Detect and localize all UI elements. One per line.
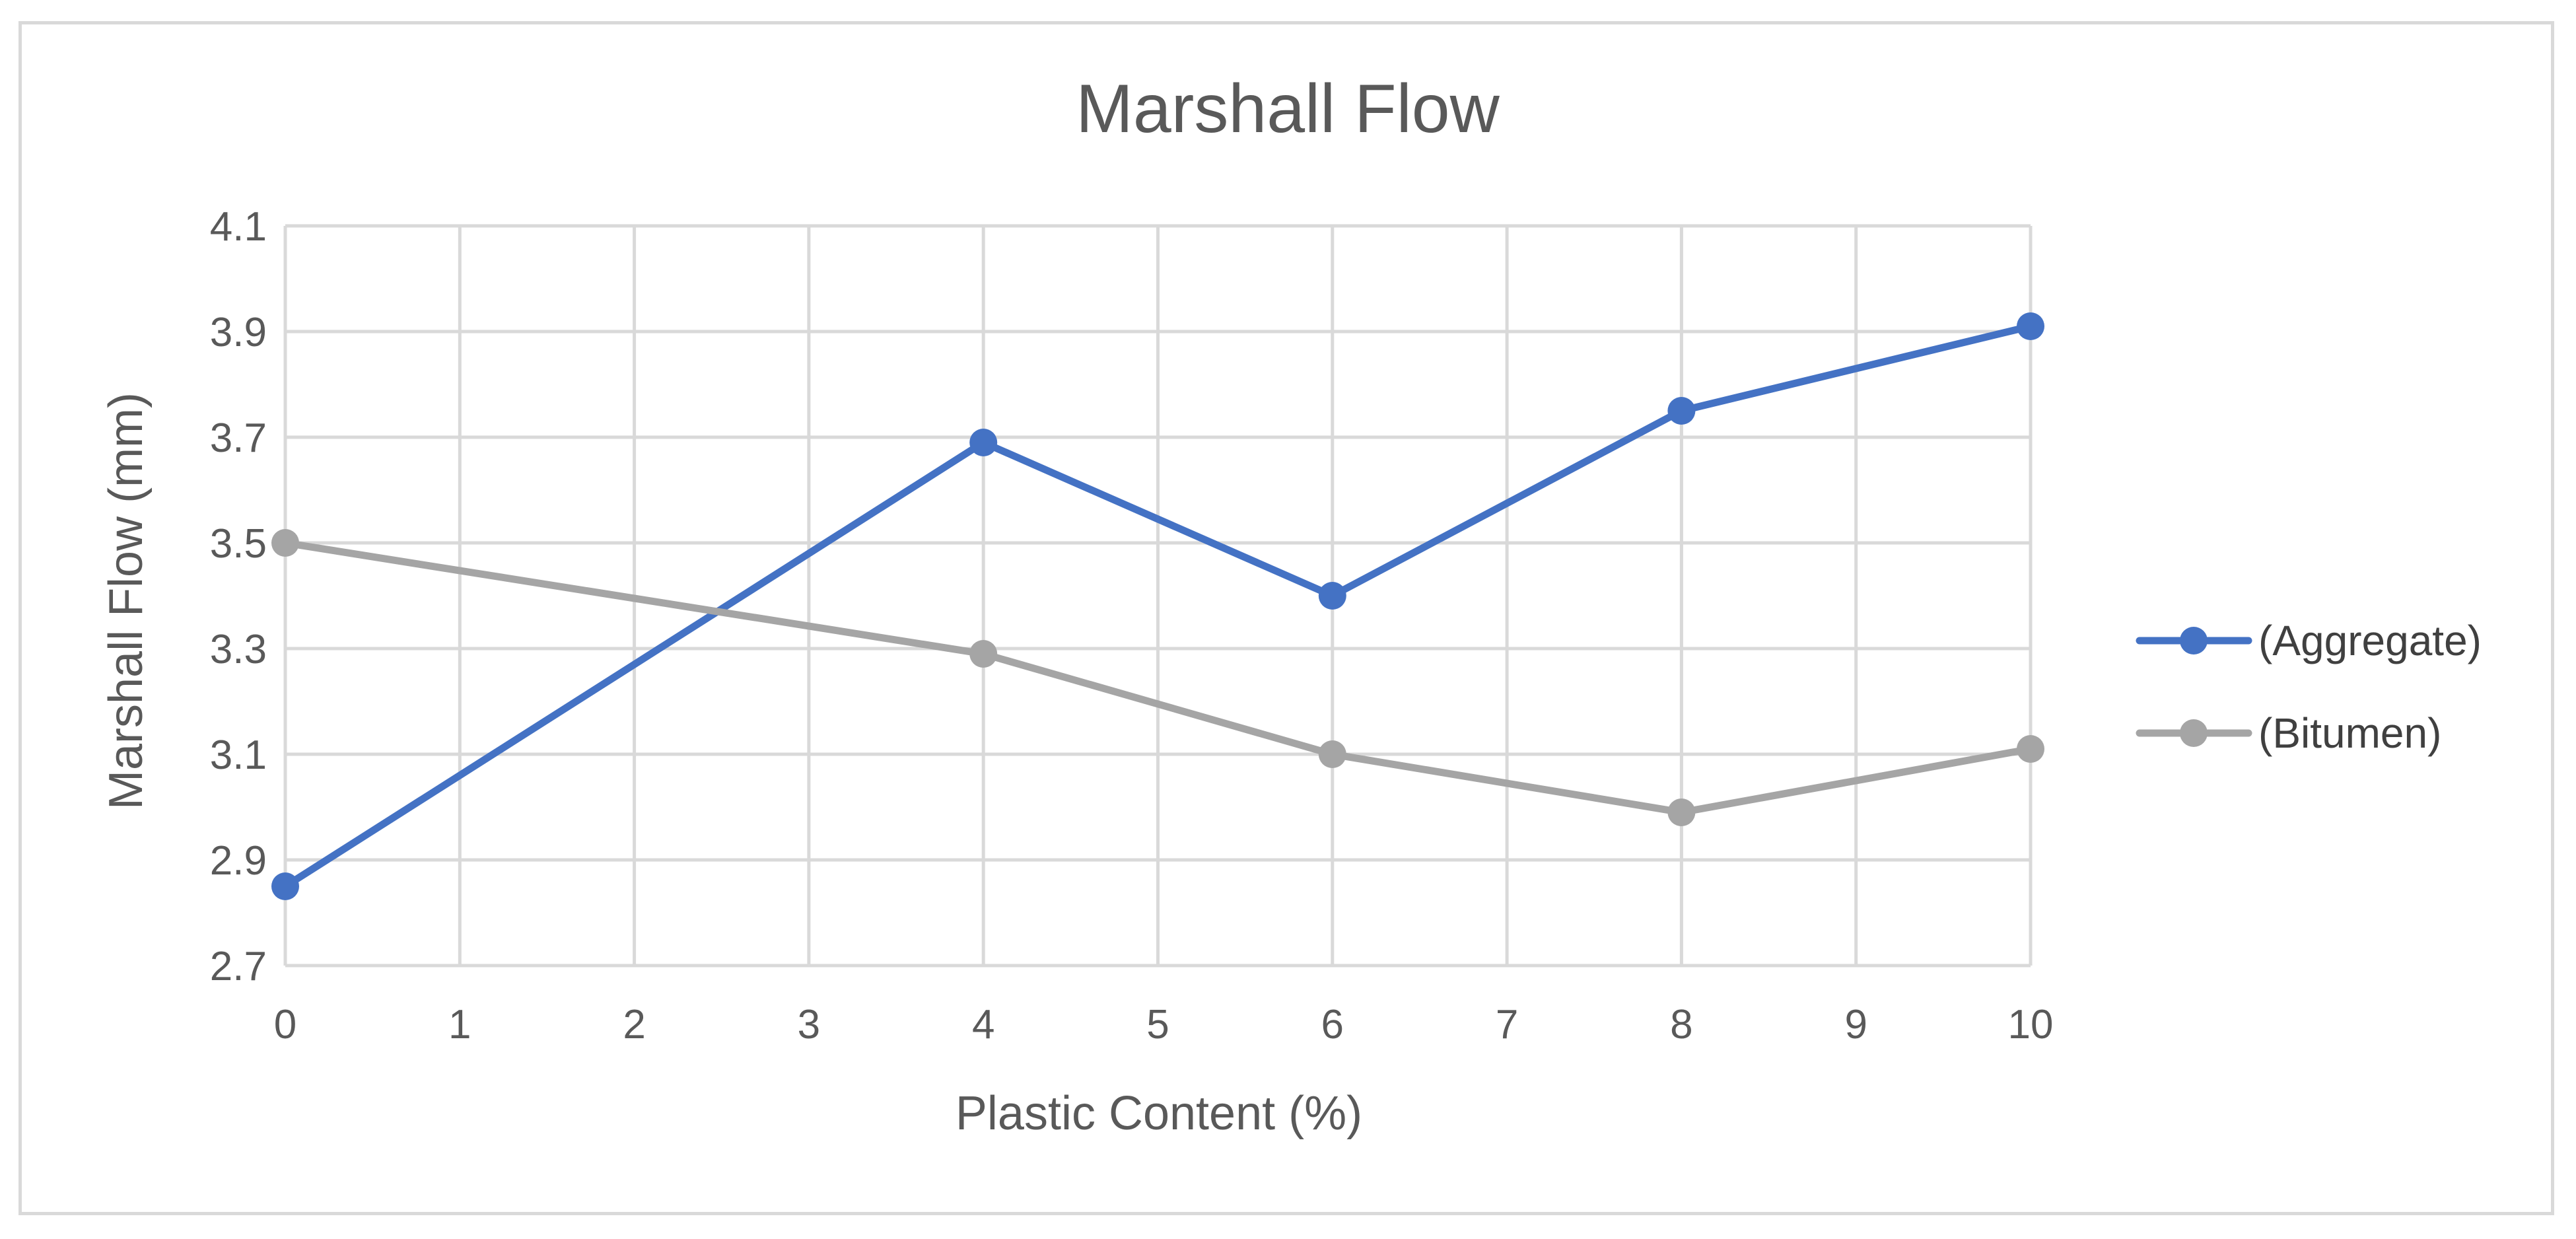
data-point [1667, 798, 1696, 826]
data-point [2017, 312, 2044, 340]
legend-swatch-marker [2180, 719, 2208, 747]
y-tick-label: 3.5 [210, 521, 267, 567]
y-tick-label: 2.7 [210, 944, 267, 989]
y-axis-label: Marshall Flow (mm) [100, 392, 153, 810]
data-point [271, 529, 299, 557]
x-tick-label: 2 [623, 1002, 645, 1047]
data-point [1318, 740, 1346, 768]
x-tick-label: 8 [1670, 1002, 1692, 1047]
tick-labels: 0 1 2 3 4 5 6 7 8 9 10 2.7 2.9 3.1 3.3 3.5 3.7 3.9 4.1 [210, 204, 2054, 1047]
legend-swatch-marker [2180, 627, 2208, 655]
x-axis-label: Plastic Content (%) [956, 1087, 1362, 1140]
legend-label: (Aggregate) [2258, 617, 2482, 664]
legend-label: (Bitumen) [2258, 709, 2441, 757]
x-tick-label: 6 [1321, 1002, 1344, 1047]
series-layer [271, 312, 2044, 900]
data-point [969, 429, 998, 456]
y-tick-label: 3.3 [210, 627, 267, 672]
data-point [271, 872, 299, 900]
x-tick-label: 9 [1844, 1002, 1867, 1047]
y-tick-label: 3.7 [210, 415, 267, 461]
data-point [1318, 582, 1346, 610]
legend: (Aggregate) (Bitumen) [2136, 617, 2482, 757]
x-tick-label: 10 [2008, 1002, 2054, 1047]
x-tick-label: 7 [1496, 1002, 1518, 1047]
chart-frame [18, 21, 2554, 1215]
chart-title: Marshall Flow [1076, 71, 1500, 147]
y-tick-label: 4.1 [210, 204, 267, 250]
series-0 [271, 312, 2044, 900]
y-tick-label: 3.9 [210, 310, 267, 355]
x-tick-label: 0 [274, 1002, 296, 1047]
grid-layer [283, 224, 2033, 968]
legend-item: (Bitumen) [2136, 709, 2441, 757]
x-tick-label: 5 [1146, 1002, 1169, 1047]
data-point [969, 640, 998, 668]
x-tick-label: 3 [798, 1002, 820, 1047]
legend-item: (Aggregate) [2136, 617, 2482, 664]
series-1 [271, 529, 2044, 826]
x-tick-label: 4 [972, 1002, 994, 1047]
y-tick-label: 2.9 [210, 838, 267, 884]
data-point [2017, 735, 2044, 763]
data-point [1667, 397, 1696, 425]
y-tick-label: 3.1 [210, 732, 267, 778]
x-tick-label: 1 [448, 1002, 471, 1047]
